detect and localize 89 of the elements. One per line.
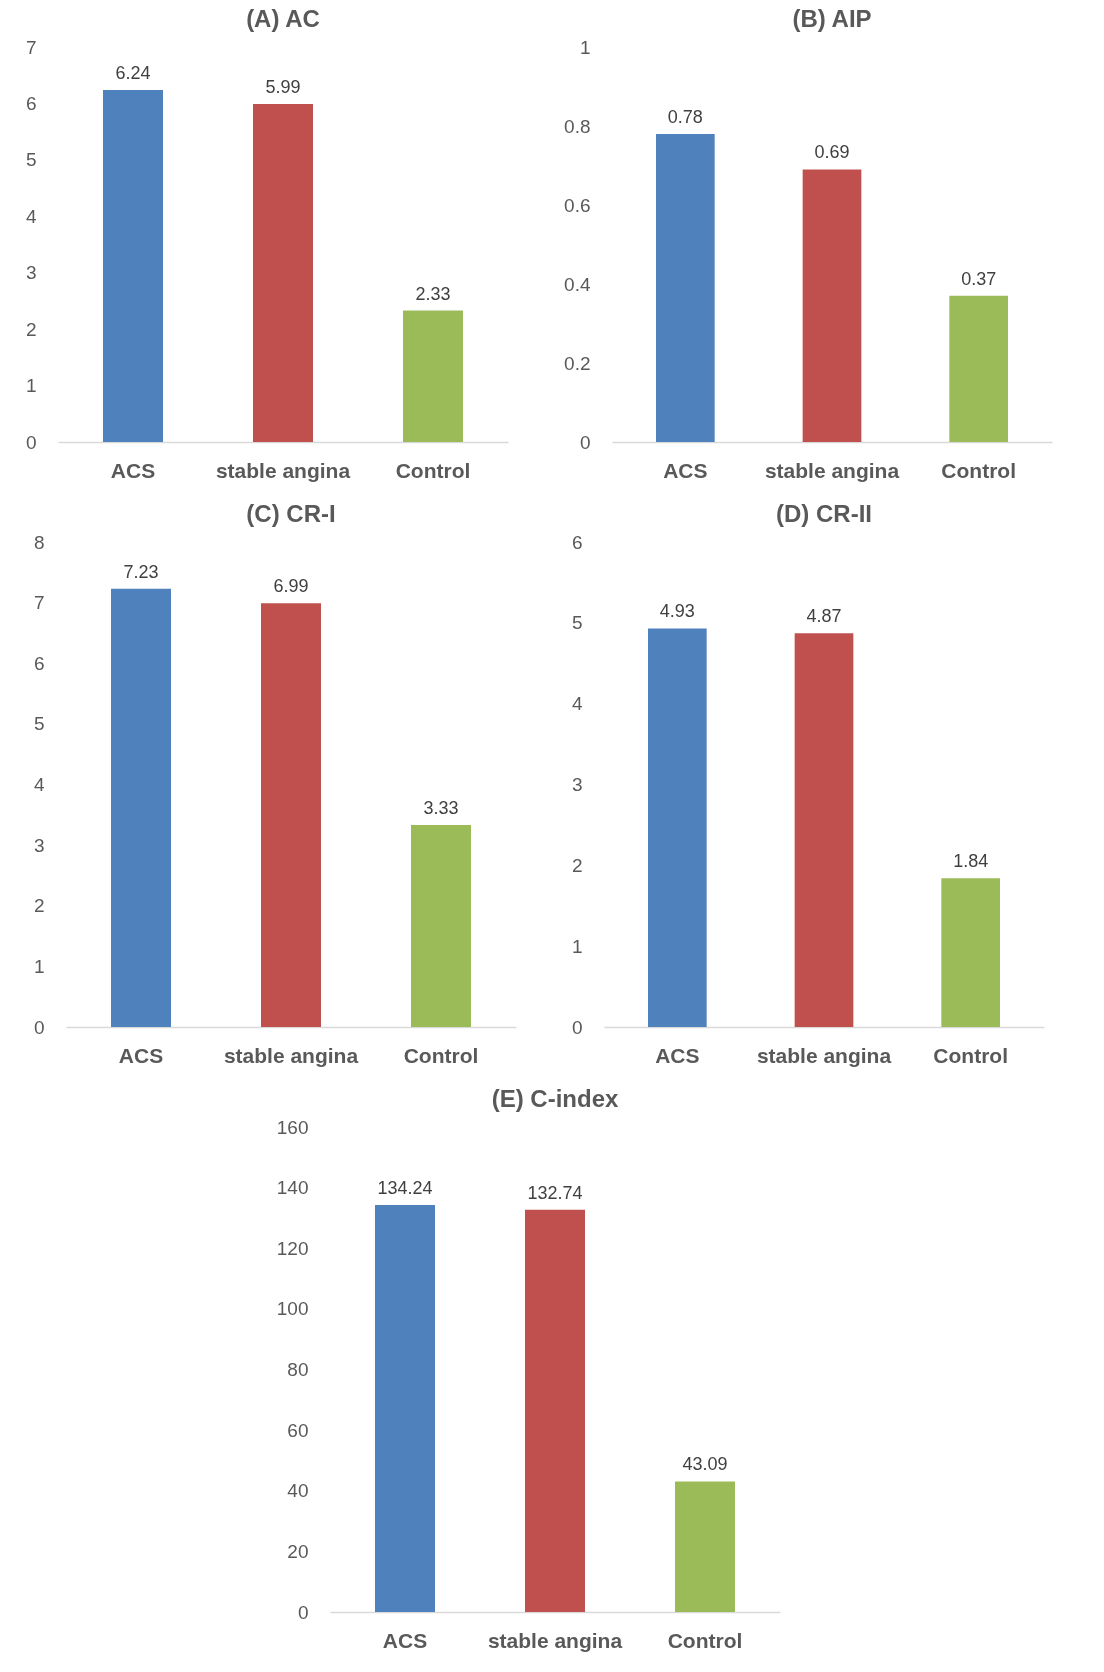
data-label: 0.69	[814, 142, 850, 163]
bar	[802, 169, 862, 442]
bar	[675, 1481, 735, 1612]
data-label: 6.24	[115, 62, 151, 83]
y-tick-label: 0	[571, 1016, 583, 1038]
y-tick-label: 100	[276, 1298, 309, 1320]
data-label: 4.93	[659, 601, 695, 622]
y-tick-label: 160	[276, 1116, 309, 1138]
y-tick-label: 0.8	[564, 115, 591, 137]
data-label: 7.23	[123, 561, 159, 582]
y-tick-label: 120	[276, 1237, 309, 1259]
y-tick-label: 5	[25, 149, 37, 171]
y-tick-label: 80	[287, 1359, 309, 1380]
y-tick-label: 3	[571, 774, 583, 795]
y-tick-label: 60	[287, 1419, 309, 1441]
y-tick-label: 3	[33, 834, 45, 856]
bar	[375, 1205, 435, 1612]
bar	[111, 588, 171, 1027]
y-tick-label: 1	[571, 935, 583, 957]
x-tick-label: stable angina	[756, 1043, 892, 1067]
y-tick-label: 2	[571, 854, 583, 876]
bar	[648, 628, 707, 1027]
y-tick-label: 2	[25, 318, 37, 340]
bar	[261, 603, 321, 1027]
chart-title: (E) C-index	[491, 1085, 619, 1112]
chart-title: (D) CR-II	[776, 500, 872, 527]
y-tick-label: 6	[571, 531, 583, 553]
y-tick-label: 0	[33, 1016, 45, 1038]
data-label: 3.33	[423, 798, 459, 819]
y-tick-label: 7	[33, 592, 45, 614]
chart-title: (A) AC	[246, 5, 320, 32]
bar	[525, 1209, 585, 1612]
y-tick-label: 6	[33, 652, 45, 674]
x-tick-label: stable angina	[487, 1628, 623, 1652]
bar	[253, 103, 313, 442]
y-tick-label: 1	[33, 955, 45, 977]
y-tick-label: 0	[579, 431, 591, 453]
y-tick-label: 3	[25, 262, 37, 284]
y-tick-label: 40	[287, 1480, 309, 1502]
x-tick-label: Control	[941, 458, 1016, 482]
bar	[941, 878, 1000, 1027]
y-tick-label: 0	[25, 431, 37, 453]
y-tick-label: 0.6	[564, 194, 591, 216]
y-tick-label: 7	[25, 36, 37, 58]
x-tick-label: ACS	[663, 458, 708, 482]
chart-title: (C) CR-I	[246, 500, 336, 527]
bar	[411, 825, 471, 1027]
y-tick-label: 1	[579, 36, 591, 58]
x-tick-label: Control	[667, 1628, 743, 1652]
y-tick-label: 4	[25, 205, 37, 227]
data-label: 132.74	[527, 1182, 583, 1203]
x-tick-label: stable angina	[223, 1043, 359, 1067]
data-label: 4.87	[806, 606, 842, 627]
y-tick-label: 1	[25, 375, 37, 397]
bar	[103, 89, 163, 442]
chart-title: (B) AIP	[792, 5, 872, 32]
y-tick-label: 4	[571, 693, 583, 715]
x-tick-label: stable angina	[764, 458, 900, 482]
y-tick-label: 140	[276, 1177, 309, 1199]
y-tick-label: 8	[33, 531, 45, 553]
y-tick-label: 0.4	[564, 273, 591, 295]
y-tick-label: 20	[287, 1540, 309, 1562]
x-tick-label: ACS	[118, 1043, 164, 1067]
data-label: 5.99	[265, 76, 301, 97]
x-tick-label: ACS	[110, 458, 156, 482]
data-label: 43.09	[682, 1454, 728, 1475]
data-label: 0.78	[667, 106, 703, 127]
bar	[656, 133, 715, 442]
x-tick-label: Control	[403, 1043, 479, 1067]
bar	[794, 633, 854, 1027]
data-label: 6.99	[273, 576, 309, 597]
y-tick-label: 6	[25, 92, 37, 114]
bar	[403, 310, 463, 442]
y-tick-label: 0.2	[564, 352, 591, 374]
data-label: 0.37	[961, 268, 997, 289]
y-tick-label: 4	[33, 774, 45, 795]
x-tick-label: stable angina	[215, 458, 351, 482]
x-tick-label: ACS	[655, 1043, 700, 1067]
data-label: 134.24	[377, 1178, 433, 1199]
x-tick-label: Control	[395, 458, 471, 482]
y-tick-label: 5	[571, 612, 583, 634]
y-tick-label: 0	[297, 1601, 309, 1623]
data-label: 1.84	[953, 851, 989, 872]
y-tick-label: 2	[33, 895, 45, 917]
y-tick-label: 5	[33, 713, 45, 735]
bar	[949, 295, 1008, 442]
x-tick-label: Control	[933, 1043, 1008, 1067]
data-label: 2.33	[415, 283, 451, 304]
x-tick-label: ACS	[382, 1628, 428, 1652]
